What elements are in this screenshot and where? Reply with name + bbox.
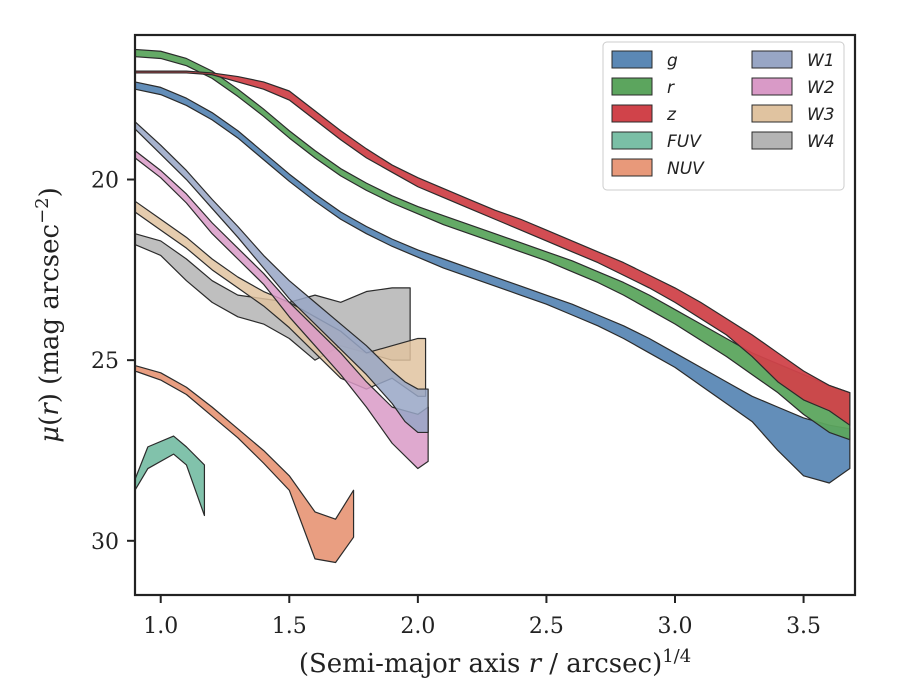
band-g <box>134 81 851 484</box>
legend-swatch-w4 <box>751 131 793 150</box>
x-tick-label-2-5: 2.5 <box>529 614 564 639</box>
legend-label-z: z <box>666 105 677 125</box>
x-tick-label-3-5: 3.5 <box>786 614 821 639</box>
y-tick-label-30: 30 <box>91 530 119 555</box>
x-tick-label-1-0: 1.0 <box>143 614 178 639</box>
legend-label-g: g <box>667 51 678 71</box>
plot-frame <box>133 33 857 597</box>
y-axis: 20 25 30 <box>91 169 135 555</box>
legend-swatch-g <box>611 50 653 69</box>
x-axis-label: (Semi-major axis r / arcsec)1/4 <box>299 646 691 680</box>
bands-layer <box>134 48 851 564</box>
legend-label-w3: W3 <box>807 105 835 125</box>
legend-swatch-z <box>611 104 653 123</box>
legend-label-nuv: NUV <box>667 159 705 179</box>
legend-label-w2: W2 <box>807 78 835 98</box>
y-axis-label: μ(r) (mag arcsec−2) <box>32 187 66 443</box>
legend-swatch-w3 <box>751 104 793 123</box>
legend-label-w1: W1 <box>807 51 835 71</box>
x-tick-label-1-5: 1.5 <box>272 614 307 639</box>
band-w1 <box>134 121 429 434</box>
legend-swatch-r <box>611 77 653 96</box>
band-w2 <box>134 150 429 470</box>
band-z <box>134 70 851 426</box>
legend-swatch-nuv <box>611 158 653 177</box>
band-nuv <box>134 364 355 564</box>
band-fuv <box>134 435 206 517</box>
legend-swatch-w1 <box>751 50 793 69</box>
legend-swatch-fuv <box>611 131 653 150</box>
y-tick-label-25: 25 <box>91 349 119 374</box>
x-axis: 1.0 1.5 2.0 2.5 3.0 3.5 <box>143 595 821 639</box>
legend: grz FUV NUV W1 W2 W3 W4 <box>602 41 845 191</box>
band-r <box>134 48 851 441</box>
legend-swatch-w2 <box>751 77 793 96</box>
legend-label-w4: W4 <box>807 132 835 152</box>
y-tick-label-20: 20 <box>91 169 119 194</box>
x-tick-label-3-0: 3.0 <box>658 614 693 639</box>
legend-label-r: r <box>667 78 675 98</box>
legend-label-fuv: FUV <box>667 132 702 152</box>
x-tick-label-2-0: 2.0 <box>400 614 435 639</box>
